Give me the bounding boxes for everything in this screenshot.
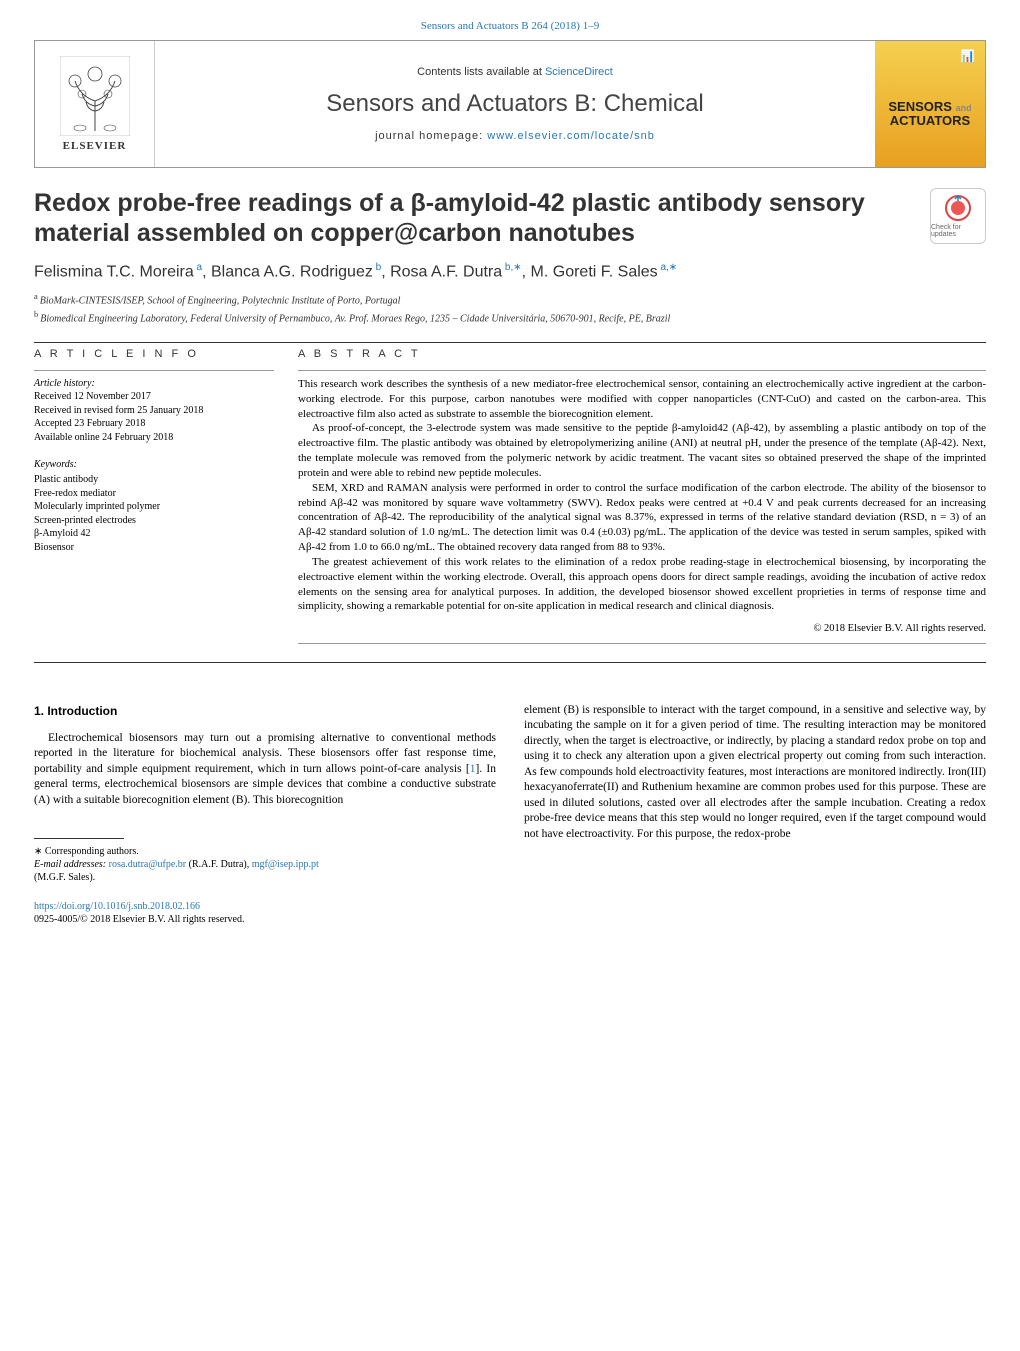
keywords-title: Keywords:	[34, 458, 274, 472]
affiliation-line: b Biomedical Engineering Laboratory, Fed…	[34, 309, 986, 326]
journal-homepage-line: journal homepage: www.elsevier.com/locat…	[375, 130, 655, 142]
elsevier-tree-icon	[60, 56, 130, 136]
journal-homepage-link[interactable]: www.elsevier.com/locate/snb	[487, 130, 655, 142]
history-lines: Received 12 November 2017Received in rev…	[34, 390, 274, 444]
elsevier-wordmark: ELSEVIER	[63, 140, 127, 152]
rule-abs-1	[298, 370, 986, 371]
body-columns: 1. Introduction Electrochemical biosenso…	[34, 703, 986, 927]
intro-heading: 1. Introduction	[34, 703, 496, 719]
article-info-head: A R T I C L E I N F O	[34, 347, 274, 362]
intro-para-1: Electrochemical biosensors may turn out …	[34, 731, 496, 809]
affiliations: a BioMark-CINTESIS/ISEP, School of Engin…	[34, 291, 986, 326]
email-label: E-mail addresses:	[34, 859, 109, 870]
body-col-right: element (B) is responsible to interact w…	[524, 703, 986, 927]
abstract-copyright: © 2018 Elsevier B.V. All rights reserved…	[298, 622, 986, 636]
email-1[interactable]: rosa.dutra@ufpe.br	[109, 859, 187, 870]
author-name: Blanca A.G. Rodriguez	[211, 263, 373, 280]
journal-name: Sensors and Actuators B: Chemical	[326, 90, 704, 118]
cover-and: and	[956, 103, 972, 113]
author-sup: a	[194, 262, 202, 273]
abstract-para: SEM, XRD and RAMAN analysis were perform…	[298, 481, 986, 555]
article-title: Redox probe-free readings of a β-amyloid…	[34, 188, 986, 248]
rule-top	[34, 342, 986, 343]
email-2[interactable]: mgf@isep.ipp.pt	[252, 859, 319, 870]
history-title: Article history:	[34, 377, 274, 391]
rule-bottom	[34, 662, 986, 663]
abstract-column: A B S T R A C T This research work descr…	[298, 347, 986, 644]
keyword-line: Plastic antibody	[34, 473, 274, 487]
authors-line: Felismina T.C. Moreira a, Blanca A.G. Ro…	[34, 262, 986, 281]
sensor-mini-icon: 📊	[960, 49, 975, 64]
author-name: Felismina T.C. Moreira	[34, 263, 194, 280]
body-col-left: 1. Introduction Electrochemical biosenso…	[34, 703, 496, 927]
keywords-list: Plastic antibodyFree-redox mediatorMolec…	[34, 473, 274, 554]
abstract-para: This research work describes the synthes…	[298, 377, 986, 422]
abstract-paragraphs: This research work describes the synthes…	[298, 377, 986, 615]
abstract-para: As proof-of-concept, the 3-electrode sys…	[298, 421, 986, 480]
email-1-who: (R.A.F. Dutra),	[186, 859, 252, 870]
history-line: Received in revised form 25 January 2018	[34, 404, 274, 418]
keyword-line: β-Amyloid 42	[34, 527, 274, 541]
affiliation-sup: b	[34, 310, 40, 319]
journal-header-bar: ELSEVIER Contents lists available at Sci…	[34, 40, 986, 168]
corresponding-authors: ∗ Corresponding authors.	[34, 845, 496, 858]
footnotes: ∗ Corresponding authors. E-mail addresse…	[34, 845, 496, 884]
affiliation-line: a BioMark-CINTESIS/ISEP, School of Engin…	[34, 291, 986, 308]
author-sup: b,∗	[502, 262, 522, 273]
abstract-head: A B S T R A C T	[298, 347, 986, 362]
doi-link[interactable]: https://doi.org/10.1016/j.snb.2018.02.16…	[34, 901, 200, 912]
author-sup: b	[373, 262, 381, 273]
article-info-column: A R T I C L E I N F O Article history: R…	[34, 347, 274, 644]
keyword-line: Free-redox mediator	[34, 487, 274, 501]
rule-abs-2	[298, 643, 986, 644]
homepage-pre: journal homepage:	[375, 130, 487, 142]
author-name: Rosa A.F. Dutra	[390, 263, 502, 280]
keyword-line: Screen-printed electrodes	[34, 514, 274, 528]
author-sup: a,∗	[658, 262, 678, 273]
history-line: Accepted 23 February 2018	[34, 417, 274, 431]
doi-block: https://doi.org/10.1016/j.snb.2018.02.16…	[34, 900, 496, 926]
check-updates-label: Check for updates	[931, 224, 985, 238]
rule-info-1	[34, 370, 274, 371]
footnote-rule	[34, 838, 124, 839]
cover-sensors: SENSORS	[888, 99, 952, 114]
intro-text-1a: Electrochemical biosensors may turn out …	[34, 732, 496, 775]
header-center: Contents lists available at ScienceDirec…	[155, 41, 875, 167]
cover-actuators: ACTUATORS	[890, 113, 970, 128]
cover-title: SENSORS and ACTUATORS	[888, 100, 971, 129]
email-2-who: (M.G.F. Sales).	[34, 871, 496, 884]
check-updates-badge[interactable]: Check for updates	[930, 188, 986, 244]
author-name: M. Goreti F. Sales	[531, 263, 658, 280]
affiliation-sup: a	[34, 292, 40, 301]
abstract-para: The greatest achievement of this work re…	[298, 555, 986, 614]
journal-reference: Sensors and Actuators B 264 (2018) 1–9	[0, 0, 1020, 40]
contents-pre: Contents lists available at	[417, 66, 545, 78]
email-line: E-mail addresses: rosa.dutra@ufpe.br (R.…	[34, 858, 496, 871]
check-updates-icon	[944, 194, 972, 222]
issn-copyright: 0925-4005/© 2018 Elsevier B.V. All right…	[34, 914, 244, 925]
history-line: Available online 24 February 2018	[34, 431, 274, 445]
sciencedirect-link[interactable]: ScienceDirect	[545, 66, 613, 78]
intro-para-2: element (B) is responsible to interact w…	[524, 703, 986, 843]
history-line: Received 12 November 2017	[34, 390, 274, 404]
keyword-line: Molecularly imprinted polymer	[34, 500, 274, 514]
journal-cover-thumb: 📊 SENSORS and ACTUATORS	[875, 41, 985, 167]
contents-available-line: Contents lists available at ScienceDirec…	[417, 66, 613, 78]
elsevier-logo-block: ELSEVIER	[35, 41, 155, 167]
keyword-line: Biosensor	[34, 541, 274, 555]
